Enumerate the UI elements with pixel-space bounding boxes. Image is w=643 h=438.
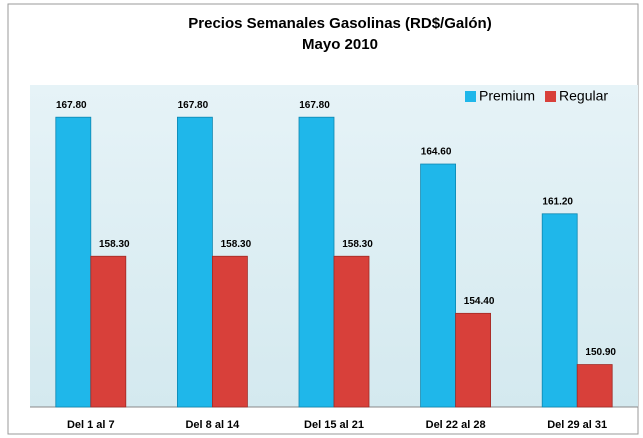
value-label: 150.90 [585, 347, 616, 358]
x-tick-label: Del 29 al 31 [547, 419, 607, 431]
bar [541, 213, 578, 408]
value-label: 164.60 [421, 147, 452, 158]
chart-subtitle: Mayo 2010 [302, 36, 378, 53]
bar [211, 255, 248, 408]
value-label: 154.40 [464, 296, 495, 307]
bar [55, 116, 92, 408]
x-tick-label: Del 22 al 28 [426, 419, 486, 431]
chart-title: Precios Semanales Gasolinas (RD$/Galón) [188, 15, 491, 32]
value-label: 167.80 [56, 100, 87, 111]
value-label: 158.30 [342, 239, 373, 250]
bar [455, 312, 492, 408]
legend-label: Premium [479, 88, 535, 104]
bar [576, 364, 613, 408]
x-tick-label: Del 15 al 21 [304, 419, 364, 431]
bar [90, 255, 127, 408]
x-tick-label: Del 8 al 14 [185, 419, 240, 431]
value-label: 167.80 [299, 100, 330, 111]
value-label: 158.30 [99, 239, 130, 250]
legend-label: Regular [559, 88, 608, 104]
bar [420, 163, 457, 408]
legend-swatch [465, 91, 476, 102]
value-label: 161.20 [542, 196, 573, 207]
value-label: 158.30 [221, 239, 252, 250]
bar [176, 116, 213, 408]
legend-swatch [545, 91, 557, 102]
bar [298, 116, 335, 408]
value-label: 167.80 [178, 100, 209, 111]
x-tick-label: Del 1 al 7 [67, 419, 115, 431]
bar [333, 255, 370, 408]
